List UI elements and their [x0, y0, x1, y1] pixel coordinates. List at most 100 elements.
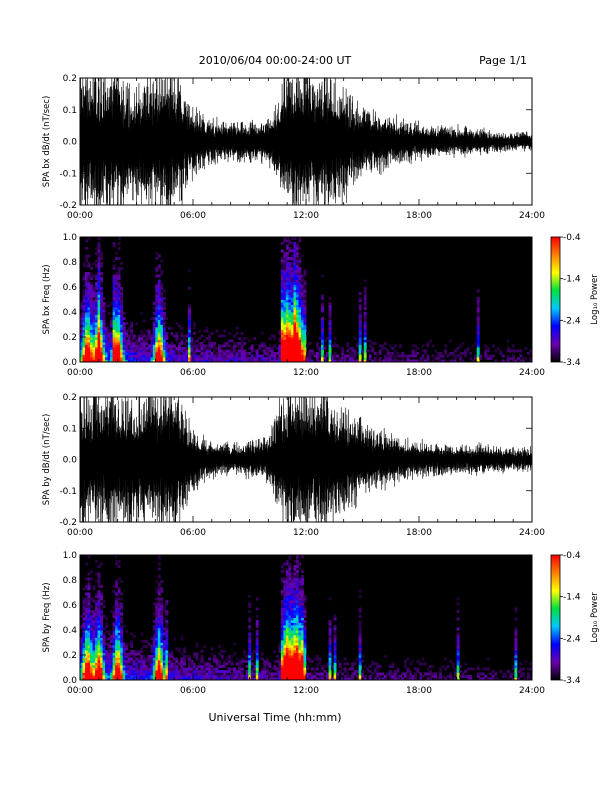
spectrogram-cell	[142, 352, 146, 355]
spectrogram-cell	[285, 329, 289, 333]
spectrogram-cell	[162, 667, 166, 671]
spectrogram-cell	[205, 675, 209, 678]
spectrogram-cell	[280, 612, 284, 616]
spectrogram-cell	[245, 675, 249, 678]
spectrogram-cell	[122, 667, 126, 671]
spectrogram-cell	[172, 672, 176, 676]
spectrogram-cell	[112, 277, 116, 280]
spectrogram-cell	[285, 284, 289, 288]
spectrogram-cell	[283, 262, 287, 265]
spectrogram-cell	[501, 675, 505, 678]
spectrogram-cell	[95, 640, 98, 643]
spectrogram-cell	[193, 344, 196, 348]
spectrogram-cell	[97, 650, 101, 653]
spectrogram-cell	[403, 672, 407, 676]
spectrogram-cell	[285, 667, 289, 671]
spectrogram-cell	[105, 672, 109, 676]
spectrogram-cell	[255, 635, 259, 638]
spectrogram-cell	[328, 357, 332, 360]
spectrogram-cell	[321, 352, 324, 355]
spectrogram-cell	[328, 332, 332, 335]
spectrogram-cell	[142, 677, 146, 681]
spectrogram-cell	[102, 319, 106, 323]
spectrogram-cell	[102, 309, 106, 313]
spectrogram-cell	[95, 259, 98, 263]
spectrogram-cell	[110, 349, 114, 353]
spectrogram-cell	[293, 262, 297, 265]
spectrogram-cell	[288, 615, 292, 618]
spectrogram-cell	[130, 640, 134, 643]
spectrogram-cell	[260, 667, 264, 671]
spectrogram-cell	[283, 625, 287, 628]
spectrogram-cell	[87, 332, 91, 335]
spectrogram-cell	[127, 672, 131, 676]
spectrogram-cell	[240, 667, 244, 671]
spectrogram-cell	[107, 334, 111, 338]
spectrogram-cell	[486, 349, 490, 353]
spectrogram-cell	[293, 264, 297, 268]
spectrogram-cell	[283, 600, 287, 603]
spectrogram-cell	[87, 334, 91, 338]
spectrogram-cell	[160, 292, 164, 295]
spectrogram-cell	[107, 645, 111, 648]
spectrogram-cell	[260, 332, 264, 335]
spectrogram-cell	[150, 359, 154, 363]
spectrogram-cell	[177, 347, 181, 350]
spectrogram-cell	[295, 582, 299, 586]
spectrogram-cell	[80, 314, 83, 318]
spectrogram-cell	[210, 672, 214, 676]
spectrogram-cell	[115, 329, 119, 333]
spectrogram-cell	[105, 329, 109, 333]
spectrogram-cell	[142, 670, 146, 673]
spectrogram-cell	[175, 675, 179, 678]
spectrogram-cell	[285, 292, 289, 295]
spectrogram-cell	[454, 359, 458, 363]
spectrogram-cell	[285, 577, 289, 581]
spectrogram-cell	[85, 324, 88, 328]
spectrogram-cell	[112, 244, 116, 248]
spectrogram-cell	[160, 607, 164, 611]
spectrogram-cell	[514, 655, 518, 658]
spectrogram-cell	[316, 352, 319, 355]
spectrogram-cell	[476, 337, 480, 340]
spectrogram-cell	[157, 322, 161, 325]
spectrogram-cell	[205, 359, 209, 363]
spectrogram-cell	[220, 655, 224, 658]
spectrogram-cell	[112, 352, 116, 355]
spectrogram-cell	[278, 359, 282, 363]
spectrogram-cell	[285, 239, 289, 243]
spectrogram-cell	[293, 595, 297, 598]
spectrogram-cell	[298, 292, 302, 295]
spectrogram-cell	[90, 267, 93, 270]
spectrogram-cell	[115, 672, 119, 676]
spectrogram-cell	[105, 622, 109, 626]
spectrogram-cell	[300, 585, 304, 588]
spectrogram-cell	[280, 272, 284, 275]
spectrogram-cell	[283, 640, 287, 643]
spectrogram-cell	[230, 359, 234, 363]
spectrogram-cell	[82, 264, 86, 268]
spectrogram-cell	[110, 650, 114, 653]
spectrogram-cell	[162, 322, 166, 325]
spectrogram-cell	[155, 630, 159, 633]
spectrogram-cell	[97, 249, 101, 253]
spectrogram-cell	[424, 662, 427, 666]
spectrogram-cell	[100, 625, 103, 628]
spectrogram-cell	[280, 620, 284, 623]
spectrogram-cell	[180, 342, 184, 345]
spectrogram-cell	[110, 359, 114, 363]
spectrogram-cell	[290, 334, 294, 338]
spectrogram-cell	[283, 660, 287, 663]
spectrogram-cell	[127, 665, 131, 668]
spectrogram-cell	[187, 657, 191, 661]
spectrogram-cell	[456, 637, 460, 641]
spectrogram-cell	[411, 349, 415, 353]
spectrogram-cell	[187, 324, 191, 328]
spectrogram-cell	[182, 334, 186, 338]
spectrogram-cell	[127, 327, 131, 330]
spectrogram-cell	[187, 677, 191, 681]
spectrogram-cell	[152, 327, 156, 330]
spectrogram-cell	[95, 359, 98, 363]
spectrogram-cell	[363, 304, 367, 308]
spectrogram-cell	[351, 675, 355, 678]
